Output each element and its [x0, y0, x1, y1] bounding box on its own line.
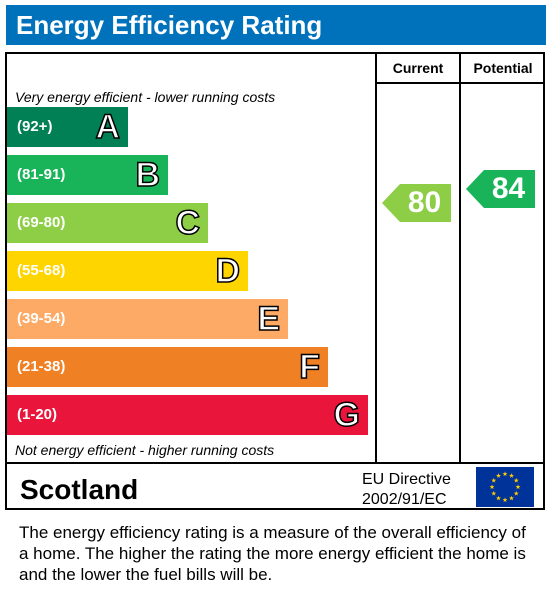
region-name: Scotland	[20, 474, 139, 505]
band-range-label: (92+)	[17, 118, 53, 135]
band-f: (21-38) F	[7, 347, 328, 387]
eu-flag-icon	[476, 467, 534, 507]
band-e: (39-54) E	[7, 299, 288, 339]
band-letter: B	[135, 155, 161, 195]
potential-rating-arrow: 84	[466, 170, 535, 208]
band-letter: C	[175, 203, 201, 243]
current-rating-value: 80	[407, 186, 442, 219]
column-header-potential: Potential	[473, 60, 533, 76]
band-range-label: (1-20)	[17, 406, 58, 423]
eu-star-icon	[513, 477, 519, 483]
chart-footer-divider	[5, 462, 545, 464]
eu-star-icon	[496, 473, 501, 478]
eu-star-icon	[491, 477, 497, 483]
eu-star-icon	[509, 473, 514, 478]
description-text: The energy efficiency rating is a measur…	[19, 523, 526, 584]
band-range-label: (21-38)	[17, 358, 66, 375]
band-range-label: (81-91)	[17, 166, 66, 183]
caption-very-efficient: Very energy efficient - lower running co…	[15, 89, 276, 105]
eu-star-icon	[491, 490, 497, 496]
current-rating-arrow: 80	[382, 184, 451, 222]
eu-star-icon	[515, 484, 521, 490]
column-header-current: Current	[392, 60, 444, 76]
eu-star-icon	[509, 495, 514, 501]
chart-frame	[5, 52, 545, 510]
caption-not-efficient: Not energy efficient - higher running co…	[15, 442, 275, 458]
band-letter: D	[215, 251, 241, 291]
band-letter: E	[257, 299, 281, 339]
band-a: (92+) A	[7, 107, 128, 147]
eu-star-icon	[513, 490, 519, 496]
band-range-label: (69-80)	[17, 214, 66, 231]
band-b: (81-91) B	[7, 155, 168, 195]
eu-directive: EU Directive 2002/91/EC	[362, 470, 451, 510]
eu-directive-line2: 2002/91/EC	[362, 491, 447, 508]
eu-star-icon	[489, 484, 495, 490]
eu-star-icon	[502, 497, 508, 503]
band-letter: A	[95, 107, 121, 147]
band-letter: G	[333, 395, 361, 435]
column-divider-current	[375, 52, 377, 464]
potential-rating-value: 84	[491, 172, 526, 205]
page-title: Energy Efficiency Rating	[16, 10, 323, 40]
column-divider-potential	[459, 52, 461, 464]
band-range-label: (39-54)	[17, 310, 66, 327]
band-letter: F	[298, 347, 320, 387]
band-g: (1-20) G	[7, 395, 368, 435]
title-bar: Energy Efficiency Rating	[6, 5, 546, 45]
header-row-divider	[375, 82, 545, 84]
eu-star-icon	[496, 495, 501, 501]
band-c: (69-80) C	[7, 203, 208, 243]
band-range-label: (55-68)	[17, 262, 66, 279]
eu-directive-line1: EU Directive	[362, 471, 451, 488]
eu-star-icon	[502, 471, 508, 477]
band-d: (55-68) D	[7, 251, 248, 291]
